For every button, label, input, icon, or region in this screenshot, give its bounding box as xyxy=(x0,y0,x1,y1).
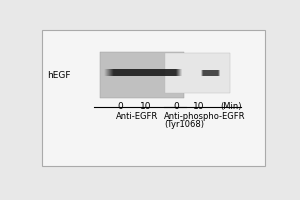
Text: (Min): (Min) xyxy=(220,102,242,111)
Text: Anti-EGFR: Anti-EGFR xyxy=(116,112,159,121)
FancyBboxPatch shape xyxy=(100,52,184,98)
Text: 10: 10 xyxy=(140,102,152,111)
FancyBboxPatch shape xyxy=(42,30,266,166)
Text: Anti-phospho-EGFR: Anti-phospho-EGFR xyxy=(164,112,246,121)
Text: 10: 10 xyxy=(193,102,205,111)
Text: 0: 0 xyxy=(173,102,179,111)
Text: hEGF: hEGF xyxy=(47,71,70,80)
Text: 0: 0 xyxy=(117,102,123,111)
Text: (Tyr1068): (Tyr1068) xyxy=(164,120,204,129)
FancyBboxPatch shape xyxy=(165,53,230,93)
